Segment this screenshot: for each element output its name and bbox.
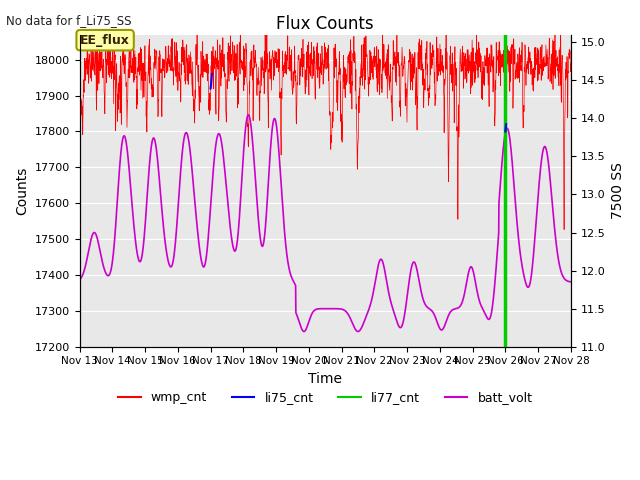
Title: Flux Counts: Flux Counts [276, 15, 374, 33]
Y-axis label: 7500 SS: 7500 SS [611, 162, 625, 219]
Y-axis label: Counts: Counts [15, 167, 29, 215]
Text: No data for f_Li75_SS: No data for f_Li75_SS [6, 14, 132, 27]
Text: EE_flux: EE_flux [80, 34, 130, 47]
Legend: wmp_cnt, li75_cnt, li77_cnt, batt_volt: wmp_cnt, li75_cnt, li77_cnt, batt_volt [113, 386, 538, 409]
X-axis label: Time: Time [308, 372, 342, 386]
